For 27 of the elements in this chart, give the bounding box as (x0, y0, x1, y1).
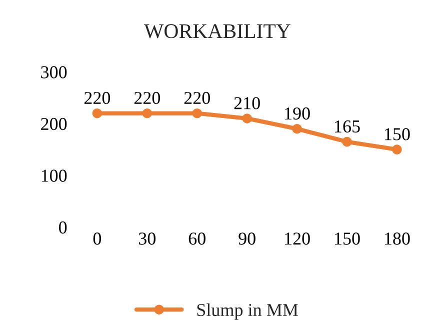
x-tick-label: 180 (385, 232, 410, 245)
x-tick-label: 60 (188, 232, 206, 245)
point (142, 108, 152, 118)
x-tick-label: 30 (138, 232, 156, 245)
legend-label: Slump in MM (197, 303, 298, 320)
data-label: 165 (335, 120, 360, 133)
point (192, 108, 202, 118)
y-tick-label: 0 (59, 221, 67, 234)
point (292, 124, 302, 134)
y-tick-label: 200 (41, 118, 67, 130)
data-label: 150 (385, 128, 410, 140)
data-label: 190 (285, 107, 310, 120)
y-tick-label: 100 (42, 170, 67, 182)
x-tick-label: 150 (335, 232, 360, 245)
point (392, 144, 402, 154)
data-label: 220 (134, 92, 160, 104)
y-tick-label: 300 (41, 66, 67, 78)
data-label: 210 (234, 97, 260, 110)
chart-title: WORKABILITY (144, 24, 290, 38)
point (92, 108, 102, 118)
data-label: 220 (184, 92, 210, 104)
x-tick-label: 0 (93, 232, 102, 245)
point (242, 114, 252, 124)
point (342, 136, 352, 147)
x-tick-label: 120 (285, 232, 310, 245)
data-label: 220 (84, 92, 110, 104)
x-tick-label: 90 (238, 232, 256, 245)
